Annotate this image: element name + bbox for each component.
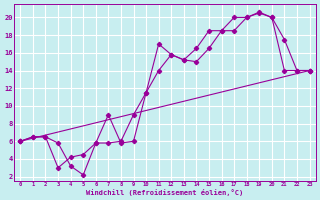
X-axis label: Windchill (Refroidissement éolien,°C): Windchill (Refroidissement éolien,°C) — [86, 189, 244, 196]
